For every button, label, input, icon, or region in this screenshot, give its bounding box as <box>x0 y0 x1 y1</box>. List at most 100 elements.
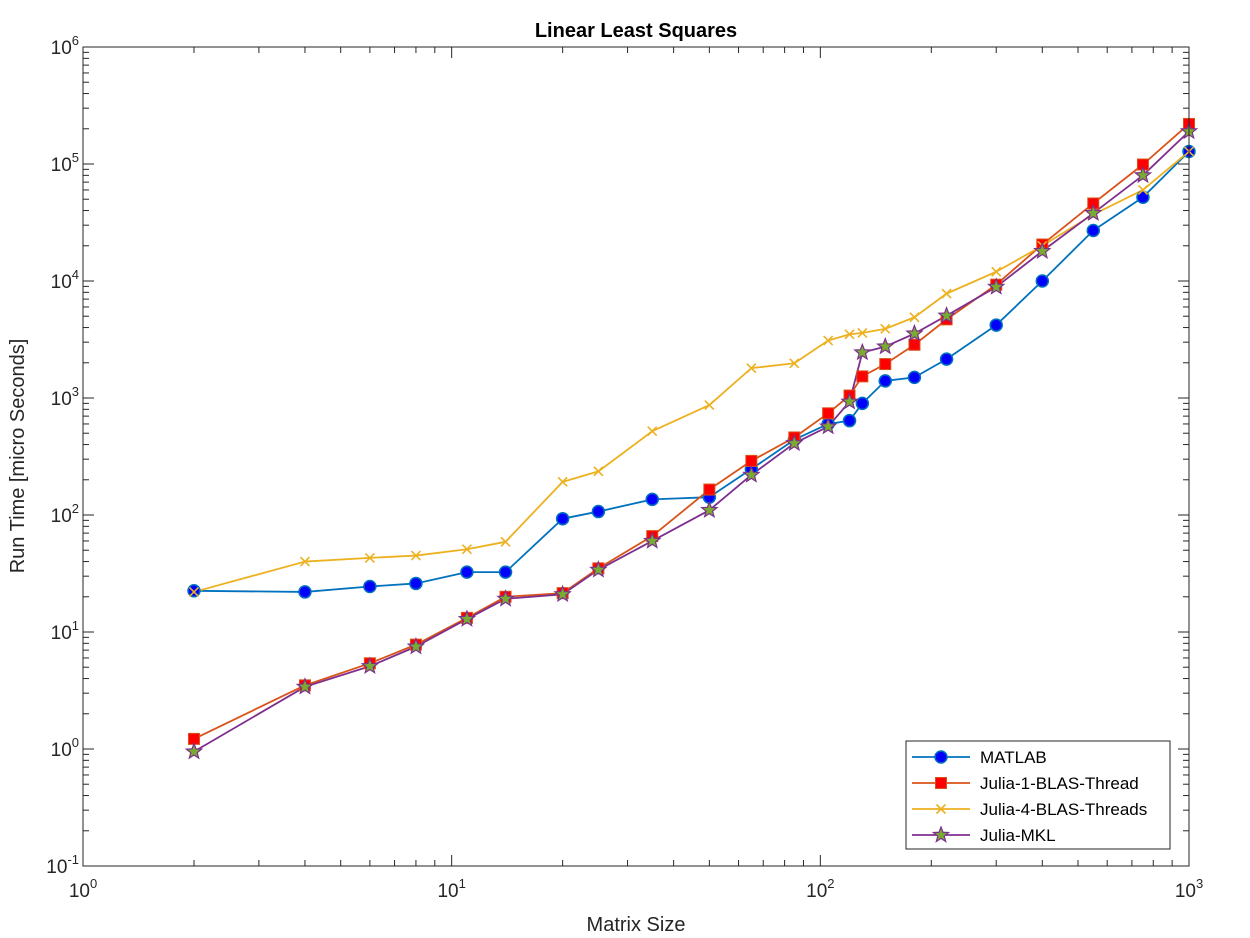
series-julia-4-blas-threads-point <box>647 426 658 437</box>
series-matlab-point <box>555 511 570 526</box>
series-matlab-point <box>1136 190 1150 204</box>
series-julia-1-blas-thread-point <box>703 483 716 496</box>
y-tick-label: 100 <box>51 735 79 761</box>
series-julia-4-blas-threads-point <box>410 550 422 561</box>
series-matlab-point <box>591 504 606 519</box>
y-tick-exponent: 2 <box>72 501 79 516</box>
series-julia-mkl-point <box>840 392 859 410</box>
series-julia-mkl-point <box>785 433 804 452</box>
series-julia-4-blas-threads-point <box>823 335 834 346</box>
x-tick-base: 10 <box>437 881 458 902</box>
plot-frame <box>82 46 1190 867</box>
x-tick-exponent: 3 <box>1196 876 1203 891</box>
series-julia-4-blas-threads-markers <box>188 146 1195 598</box>
y-tick-exponent: 5 <box>72 150 79 165</box>
series-julia-4-blas-threads-point <box>299 556 311 567</box>
legend-matlab-marker <box>934 750 948 764</box>
series-julia-4-blas-threads-point <box>909 312 920 323</box>
series-julia-mkl-markers <box>184 121 1199 760</box>
series-julia-4-blas-threads-point <box>704 400 715 411</box>
legend-julia-1-blas-thread-label: Julia-1-BLAS-Thread <box>980 774 1139 793</box>
series-matlab-point <box>1035 274 1050 288</box>
y-tick-base: 10 <box>51 38 72 59</box>
series-julia-mkl-point <box>937 306 956 324</box>
y-tick-base: 10 <box>51 389 72 410</box>
series-julia-4-blas-threads-point <box>789 358 800 369</box>
series-julia-1-blas-thread-point <box>856 370 869 383</box>
y-tick-label: 105 <box>51 150 79 176</box>
y-tick-label: 102 <box>51 501 79 527</box>
series-julia-4-blas-threads-point <box>461 544 472 555</box>
series-julia-4-blas-threads-point <box>857 327 868 338</box>
series-julia-4-blas-threads-point <box>364 552 375 563</box>
x-tick-base: 10 <box>1175 881 1196 902</box>
x-tick-exponent: 1 <box>459 876 466 891</box>
series-julia-mkl-point <box>700 500 719 518</box>
series-julia-mkl-point <box>742 465 761 483</box>
series-matlab-point <box>409 576 423 591</box>
legend-julia-4-blas-threads-label: Julia-4-BLAS-Threads <box>980 800 1147 819</box>
legend: MATLAB Julia-1-BLAS-Thread Julia-4-BLAS-Th… <box>905 740 1171 850</box>
y-tick-base: 10 <box>51 272 72 293</box>
series-julia-4-blas-threads-point <box>941 288 952 299</box>
legend-matlab-label: MATLAB <box>980 748 1047 767</box>
series-julia-mkl-point <box>406 636 426 655</box>
y-tick-base: 10 <box>51 506 72 527</box>
legend-julia-mkl-label: Julia-MKL <box>980 826 1056 845</box>
x-axis-label: Matrix Size <box>587 914 686 936</box>
x-tick-label: 100 <box>69 876 97 902</box>
y-tick-exponent: 4 <box>72 267 79 282</box>
series-julia-4-blas-threads-point <box>1137 184 1149 196</box>
legend-julia-4-blas-threads-marker <box>935 803 947 815</box>
series-julia-4-blas-threads-point <box>844 329 855 340</box>
series-matlab-point <box>298 585 312 599</box>
series-julia-mkl-point <box>643 531 662 549</box>
y-tick-base: 10 <box>51 623 72 644</box>
y-tick-label: 101 <box>51 618 79 644</box>
series-julia-mkl-point <box>589 560 608 578</box>
y-axis-label: Run Time [micro Seconds] <box>7 339 29 574</box>
series-julia-4-blas-threads-point <box>746 363 757 374</box>
series-julia-mkl-point <box>1133 165 1153 184</box>
y-tick-exponent: 6 <box>72 33 79 48</box>
series-julia-1-blas-thread-point <box>908 338 921 351</box>
x-tick-base: 10 <box>806 881 827 902</box>
series-julia-mkl-point <box>496 589 515 607</box>
x-tick-base: 10 <box>69 881 90 902</box>
y-tick-exponent: -1 <box>67 852 79 867</box>
series-julia-mkl-point <box>876 336 895 355</box>
series-matlab-point <box>1086 223 1101 238</box>
y-tick-base: 10 <box>46 857 67 878</box>
legend-box <box>905 740 1171 850</box>
series-julia-mkl-point <box>457 609 477 627</box>
x-tick-exponent: 0 <box>90 876 97 891</box>
series-julia-4-blas-threads-point <box>500 536 511 547</box>
series-julia-4-blas-threads-point <box>991 266 1002 277</box>
series-matlab-point <box>498 565 513 579</box>
y-tick-label: 106 <box>51 33 79 59</box>
x-tick-exponent: 2 <box>827 876 834 891</box>
series-julia-mkl-point <box>184 741 204 760</box>
plot-area <box>83 47 1189 866</box>
series-julia-mkl-point <box>987 277 1006 295</box>
series-matlab-point <box>855 396 870 411</box>
y-tick-exponent: 0 <box>72 735 79 750</box>
series-julia-mkl-point <box>853 342 872 361</box>
legend-julia-1-blas-thread-marker <box>935 777 947 789</box>
y-tick-exponent: 3 <box>72 384 79 399</box>
chart-title: Linear Least Squares <box>535 20 737 42</box>
series-julia-1-blas-thread-point <box>745 454 758 467</box>
series-julia-1-blas-thread-point <box>879 358 892 371</box>
series-julia-mkl-point <box>1084 203 1103 222</box>
series-matlab-point <box>460 565 474 579</box>
series-matlab-point <box>187 584 201 598</box>
x-tick-label: 102 <box>806 876 834 902</box>
series-matlab-point <box>363 579 377 594</box>
ticks-layer <box>82 46 1190 867</box>
series-julia-mkl-point <box>295 677 315 695</box>
series-matlab-point <box>939 352 954 366</box>
x-tick-label: 103 <box>1175 876 1203 902</box>
series-matlab-point <box>907 370 922 385</box>
